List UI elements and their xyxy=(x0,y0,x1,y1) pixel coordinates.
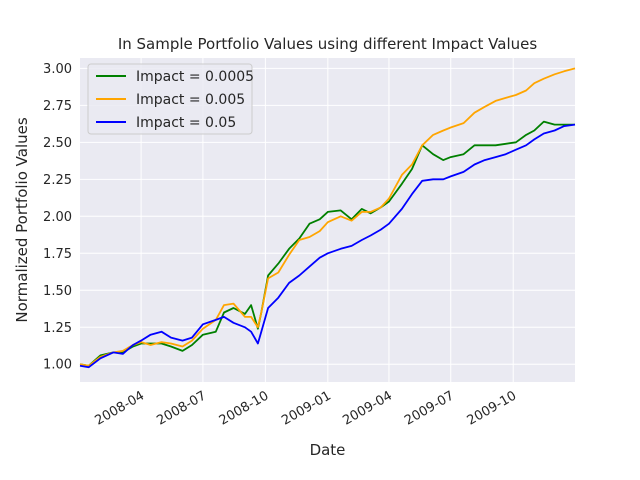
y-tick-label: 1.25 xyxy=(43,321,72,336)
series-line-0 xyxy=(79,120,575,367)
y-tick-label: 1.00 xyxy=(43,358,72,373)
x-tick-label: 2009-07 xyxy=(402,388,457,428)
x-tick-labels: 2008-04 2008-07 2008-10 2009-01 2009-04 2009-… xyxy=(93,388,520,428)
legend-label-impact-05: Impact = 0.05 xyxy=(136,115,236,131)
legend-box xyxy=(87,63,253,135)
y-tick-label: 2.75 xyxy=(43,99,72,114)
legend: Impact = 0.0005 Impact = 0.005 Impact = … xyxy=(87,63,254,135)
legend-label-impact-005: Impact = 0.005 xyxy=(136,92,245,108)
x-tick-label: 2008-04 xyxy=(93,388,148,428)
x-tick-label: 2009-10 xyxy=(465,388,520,428)
x-tick-label: 2009-04 xyxy=(340,388,395,428)
x-tick-label: 2008-10 xyxy=(217,388,272,428)
x-tick-label: 2008-07 xyxy=(154,388,209,428)
series-line-2 xyxy=(79,123,576,369)
y-tick-label: 3.00 xyxy=(43,62,72,77)
y-tick-label: 2.25 xyxy=(43,173,72,188)
y-tick-labels: 1.00 1.25 1.50 1.75 2.00 2.25 2.50 2.75 3.00 xyxy=(43,62,72,373)
y-tick-label: 1.75 xyxy=(43,247,72,262)
series-line-1 xyxy=(79,67,576,367)
y-axis-label: Normalized Portfolio Values xyxy=(13,117,31,322)
legend-label-impact-0005: Impact = 0.0005 xyxy=(136,69,254,85)
x-tick-label: 2009-01 xyxy=(279,388,334,428)
y-tick-label: 1.50 xyxy=(43,284,72,299)
chart-title: In Sample Portfolio Values using differe… xyxy=(118,35,538,53)
y-tick-label: 2.00 xyxy=(43,210,72,225)
y-tick-label: 2.50 xyxy=(43,136,72,151)
series-lines xyxy=(79,67,576,369)
x-axis-label: Date xyxy=(310,441,346,459)
